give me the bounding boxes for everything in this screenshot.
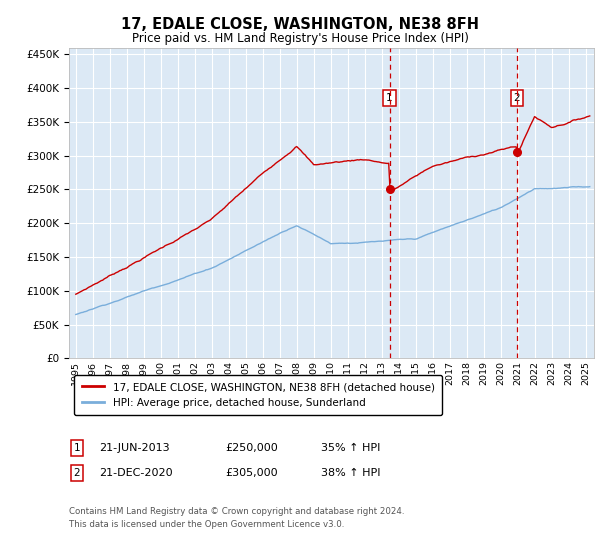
Text: 35% ↑ HPI: 35% ↑ HPI	[321, 443, 380, 453]
Text: 2: 2	[73, 468, 80, 478]
Text: 1: 1	[386, 94, 393, 103]
Text: 2: 2	[514, 94, 520, 103]
Text: 38% ↑ HPI: 38% ↑ HPI	[321, 468, 380, 478]
Text: 1: 1	[73, 443, 80, 453]
Text: 21-JUN-2013: 21-JUN-2013	[99, 443, 170, 453]
Text: Contains HM Land Registry data © Crown copyright and database right 2024.
This d: Contains HM Land Registry data © Crown c…	[69, 507, 404, 529]
Legend: 17, EDALE CLOSE, WASHINGTON, NE38 8FH (detached house), HPI: Average price, deta: 17, EDALE CLOSE, WASHINGTON, NE38 8FH (d…	[74, 375, 442, 415]
Text: £250,000: £250,000	[225, 443, 278, 453]
Text: 17, EDALE CLOSE, WASHINGTON, NE38 8FH: 17, EDALE CLOSE, WASHINGTON, NE38 8FH	[121, 17, 479, 31]
Text: 21-DEC-2020: 21-DEC-2020	[99, 468, 173, 478]
Text: Price paid vs. HM Land Registry's House Price Index (HPI): Price paid vs. HM Land Registry's House …	[131, 31, 469, 45]
Text: £305,000: £305,000	[225, 468, 278, 478]
